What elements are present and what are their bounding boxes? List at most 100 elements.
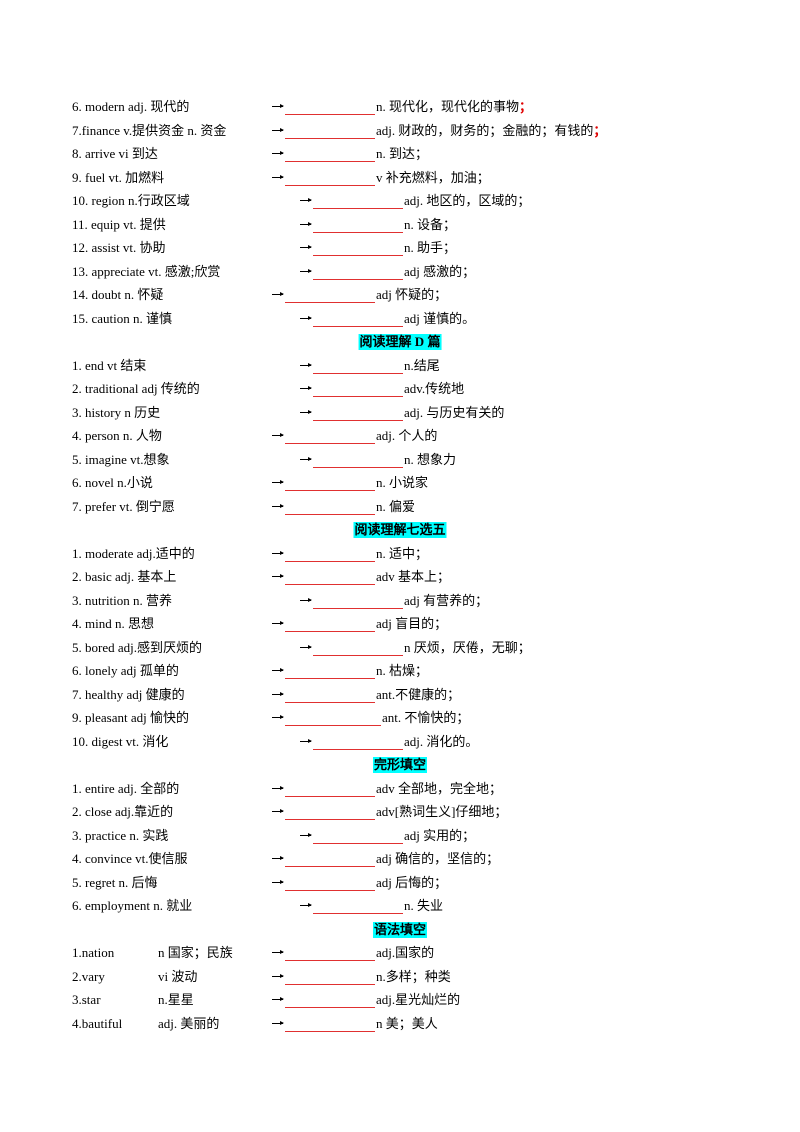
answer-text: n. 失业 — [404, 898, 444, 913]
answer: adj. 个人的 — [376, 428, 437, 444]
answer-text: adj 实用的； — [404, 827, 476, 843]
term: 1.nation — [72, 945, 115, 960]
term: 13. appreciate vt. 感激;欣赏 — [72, 263, 221, 279]
answer: n. 想象力 — [404, 452, 456, 468]
arrow — [300, 409, 312, 414]
answer: n. 小说家 — [376, 475, 428, 491]
answer-text: adj. 财政的，财务的；金融的；有钱的 — [376, 122, 594, 138]
term: 10. region n.行政区域 — [72, 193, 190, 208]
term: 2.vary — [72, 968, 105, 984]
term: 2. traditional adj 传统的 — [72, 381, 200, 396]
answer-text: adj 盲目的； — [376, 616, 448, 631]
answer-text: n. 现代化，现代化的事物 — [376, 99, 520, 114]
term: 4. mind n. 思想 — [72, 616, 154, 631]
arrow — [272, 715, 284, 719]
answer-text: adj 感激的； — [404, 263, 476, 279]
answer: adj 谨慎的。 — [404, 311, 475, 327]
term: 3. history n 历史 — [72, 404, 161, 420]
answer-text: n.多样；种类 — [376, 968, 451, 984]
answer: n 美；美人 — [376, 1016, 438, 1032]
answer: n. 适中； — [376, 546, 428, 562]
answer: n. 现代化，现代化的事物； — [376, 99, 532, 115]
answer-blank — [285, 1007, 375, 1008]
arrow — [272, 691, 284, 696]
arrow — [272, 785, 284, 790]
arrow — [300, 738, 312, 743]
answer-blank — [285, 114, 375, 115]
answer-text: n. 到达； — [376, 146, 429, 161]
term: 6. lonely adj 孤单的 — [72, 663, 179, 678]
answer-text: n.结尾 — [404, 357, 440, 373]
answer-blank — [285, 795, 375, 797]
answer: adj. 财政的，财务的；金融的；有钱的； — [376, 123, 606, 139]
arrow — [272, 879, 284, 884]
answer-blank — [313, 208, 403, 209]
answer-text: adj 有营养的； — [404, 592, 489, 608]
answer: adj 后悔的； — [376, 875, 447, 891]
arrow — [272, 950, 284, 954]
term: 4.bautiful — [72, 1015, 123, 1031]
arrow — [300, 221, 312, 226]
arrow — [272, 621, 284, 625]
answer: adj. 消化的。 — [404, 734, 478, 750]
answer: adj 感激的； — [404, 264, 475, 280]
arrow — [300, 362, 312, 367]
answer-blank — [285, 513, 375, 515]
answer-text: adv 全部地，完全地； — [376, 780, 503, 796]
arrow — [272, 574, 284, 578]
arrow — [300, 903, 312, 907]
answer-blank — [285, 584, 375, 585]
arrow — [272, 668, 284, 672]
answer: adj.国家的 — [376, 945, 434, 961]
answer-text: n 美；美人 — [376, 1015, 438, 1031]
term: 6. modern adj. 现代的 — [72, 99, 190, 114]
answer-blank — [313, 372, 403, 374]
answer-text: adj 确信的，坚信的； — [376, 851, 500, 866]
answer-text: adj. 消化的。 — [404, 733, 479, 749]
term: 2. close adj.靠近的 — [72, 804, 174, 819]
answer: adj 盲目的； — [376, 616, 447, 632]
section-heading: 阅读理解 D 篇 — [358, 334, 442, 350]
arrow — [300, 268, 312, 273]
arrow — [272, 997, 284, 1001]
section-heading: 语法填空 — [372, 921, 428, 938]
answer: adj.星光灿烂的 — [376, 992, 460, 1008]
answer-text: n. 偏爱 — [376, 498, 416, 514]
arrow — [300, 245, 312, 249]
arrow — [272, 809, 284, 813]
answer-text: v 补充燃料，加油； — [376, 169, 490, 185]
answer-blank — [313, 278, 403, 280]
term: 6. novel n.小说 — [72, 475, 153, 490]
term: 6. employment n. 就业 — [72, 898, 193, 913]
answer-blank — [285, 701, 375, 703]
answer-blank — [285, 725, 381, 726]
arrow — [272, 1020, 284, 1025]
answer-text: ant. 不愉快的； — [382, 710, 470, 725]
answer-text: n. 小说家 — [376, 475, 429, 490]
answer: n.结尾 — [404, 358, 440, 374]
arrow — [300, 644, 312, 649]
answer-blank — [285, 889, 375, 891]
answer: n.多样；种类 — [376, 969, 451, 985]
term: 11. equip vt. 提供 — [72, 216, 166, 232]
term: 10. digest vt. 消化 — [72, 733, 169, 749]
answer-blank — [285, 560, 375, 562]
term: 5. regret n. 后悔 — [72, 874, 158, 890]
answer-text: adj 谨慎的。 — [404, 310, 476, 326]
answer-blank — [313, 325, 403, 327]
answer-text: adj. 地区的，区域的； — [404, 193, 531, 208]
answer-blank — [285, 819, 375, 820]
answer: adj 确信的，坚信的； — [376, 851, 499, 867]
answer: adv 基本上； — [376, 569, 450, 585]
arrow — [272, 151, 284, 155]
answer-blank — [313, 842, 403, 844]
term: 2. basic adj. 基本上 — [72, 569, 177, 584]
answer: n. 设备； — [404, 217, 456, 233]
part-of-speech: n.星星 — [158, 992, 194, 1007]
term: 8. arrive vi 到达 — [72, 146, 158, 161]
arrow — [272, 550, 284, 555]
answer-text: ant.不健康的； — [376, 686, 461, 702]
arrow — [272, 503, 284, 508]
answer: ant.不健康的； — [376, 687, 460, 703]
answer: n 厌烦，厌倦，无聊； — [404, 640, 531, 656]
